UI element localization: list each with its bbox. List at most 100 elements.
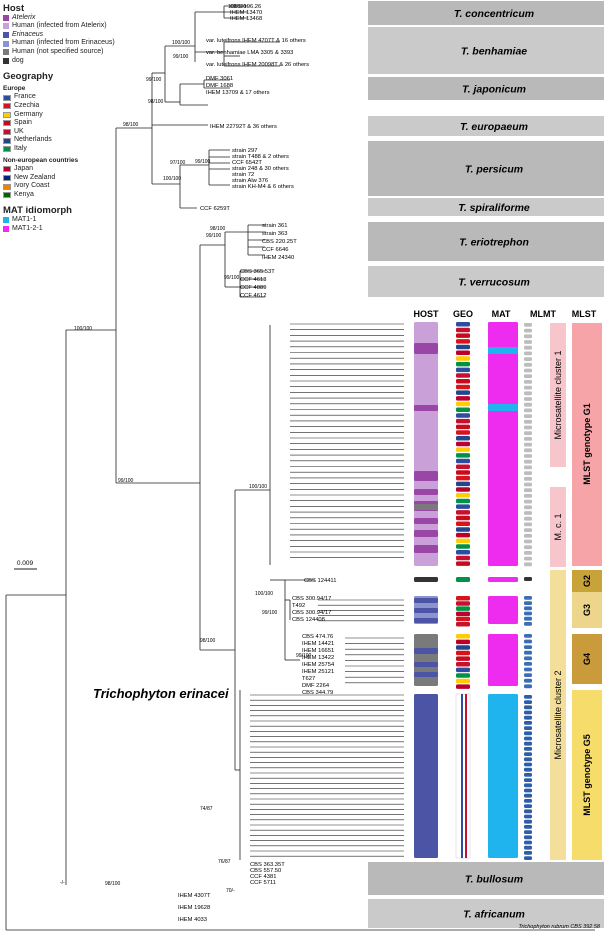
- mlmt-cell: [524, 747, 532, 751]
- mat-track-segment: [488, 347, 518, 354]
- node-support: 98/100: [210, 226, 226, 232]
- legend-host-swatch: [3, 32, 9, 39]
- mlmt-cell: [524, 804, 532, 808]
- legend-noneurope-item: Japan: [3, 165, 153, 174]
- geo-cell: [456, 634, 470, 639]
- mlmt-cell: [524, 516, 532, 521]
- legend-host-item: Human (not specified source): [3, 48, 153, 57]
- legend-host-swatch: [3, 40, 9, 47]
- host-track-segment: [414, 343, 438, 354]
- node-support: 70/-: [226, 888, 235, 894]
- host-track-segment: [414, 504, 438, 510]
- mlmt-cell: [524, 809, 532, 814]
- species-band: [368, 141, 604, 196]
- mlmt-cell: [524, 494, 532, 498]
- legend-europe-item: Netherlands: [3, 136, 153, 145]
- mlmt-cell: [524, 622, 532, 626]
- node-support: 99/100: [224, 275, 240, 281]
- legend-noneurope-label: Kenya: [14, 190, 34, 198]
- mlmt-cell: [524, 454, 532, 458]
- geo-cell: [456, 550, 470, 555]
- mlmt-cell: [524, 825, 532, 829]
- legend-europe-swatch: [3, 129, 11, 136]
- node-support: 98/100: [200, 638, 216, 644]
- tip-label: DMF 1688: [206, 83, 233, 89]
- geo-cell: [456, 684, 470, 689]
- legend-noneurope-label: New Zealand: [14, 173, 56, 181]
- species-band: [368, 27, 604, 74]
- node-support: 99/100: [262, 610, 278, 616]
- species-label: T. spiraliforme: [458, 202, 530, 214]
- node-support: 99/100: [118, 478, 134, 484]
- geo-cell: [456, 390, 470, 395]
- species-label: T. japonicum: [462, 84, 526, 96]
- species-band: [368, 862, 604, 895]
- geo-cell: [456, 667, 470, 673]
- tip-label: CBS 124411: [304, 578, 336, 584]
- tip-label: DMF 3061: [206, 76, 233, 82]
- tip-label: IHEM 25121: [302, 669, 334, 675]
- mlmt-cell: [524, 357, 532, 361]
- mlmt-cell: [524, 556, 532, 561]
- mlmt-cell: [524, 757, 532, 762]
- legend-host-list: Atelerix Human (infected from Atelerix) Er…: [3, 14, 153, 66]
- mlmt-cell: [524, 488, 532, 493]
- host-track-segment: [414, 471, 438, 481]
- mat-track: [488, 322, 518, 566]
- legend-europe-swatch: [3, 103, 11, 110]
- tip-label: CCF 4613: [240, 277, 266, 283]
- species-band: [368, 899, 604, 928]
- tip-label: IHEM 14421: [302, 641, 334, 647]
- mlmt-cell: [524, 767, 532, 772]
- mlmt-cell: [524, 562, 532, 567]
- geo-cell: [456, 596, 470, 601]
- mlmt-cell: [524, 465, 532, 470]
- geo-cell: [456, 532, 470, 538]
- legend-mat-swatch: [3, 217, 9, 224]
- geo-cell: [456, 616, 470, 622]
- species-label: T. africanum: [463, 909, 525, 921]
- species-band: [368, 266, 604, 297]
- cluster2-band: [550, 570, 566, 860]
- geo-cell: [456, 678, 470, 684]
- geo-cell: [456, 367, 470, 373]
- geo-cell: [456, 656, 470, 661]
- g3-label: G3: [582, 604, 592, 616]
- host-track-segment: [414, 598, 438, 603]
- geo-cell: [456, 424, 470, 430]
- node-support: 100/100: [74, 326, 92, 332]
- geo-cell: [456, 379, 470, 384]
- geo-cell: [456, 673, 470, 678]
- tip-label: CCF 4889: [240, 285, 266, 291]
- host-track-segment: [414, 489, 438, 495]
- tip-label: IHEM 4033: [178, 917, 207, 923]
- geo-cell: [456, 350, 470, 355]
- mlmt-cell: [524, 731, 532, 736]
- species-label: T. europaeum: [460, 121, 528, 133]
- species-label: T. persicum: [465, 164, 523, 176]
- node-support: 100/100: [249, 484, 267, 490]
- geo-cell: [456, 577, 470, 582]
- mlmt-cell: [524, 678, 532, 683]
- mlmt-cell: [524, 448, 532, 453]
- geo-cell: [456, 493, 470, 498]
- legend-europe-label: Czechia: [14, 101, 40, 109]
- legend-host-label: Human (infected from Atelerix): [12, 22, 107, 30]
- mlmt-cell: [524, 710, 532, 715]
- tip-label: IHEM 19628: [178, 905, 210, 911]
- column-header-geo: GEO: [453, 309, 473, 319]
- legend-noneurope-swatch: [3, 174, 11, 181]
- mlmt-cell: [524, 695, 532, 699]
- mlmt-cell: [524, 419, 532, 424]
- tip-label: IHEM 13422: [302, 655, 334, 661]
- column-header-mlmt: MLMT: [530, 309, 556, 319]
- node-support: 76/87: [218, 859, 231, 865]
- legend-noneurope-item: Kenya: [3, 191, 153, 200]
- mlmt-cell: [524, 851, 532, 855]
- species-band: [368, 1, 604, 25]
- host-track-segment: [414, 545, 438, 553]
- mlmt-cell: [524, 328, 532, 333]
- legend-mat-item: MAT1-2-1: [3, 225, 153, 234]
- mlmt-cell: [524, 334, 532, 339]
